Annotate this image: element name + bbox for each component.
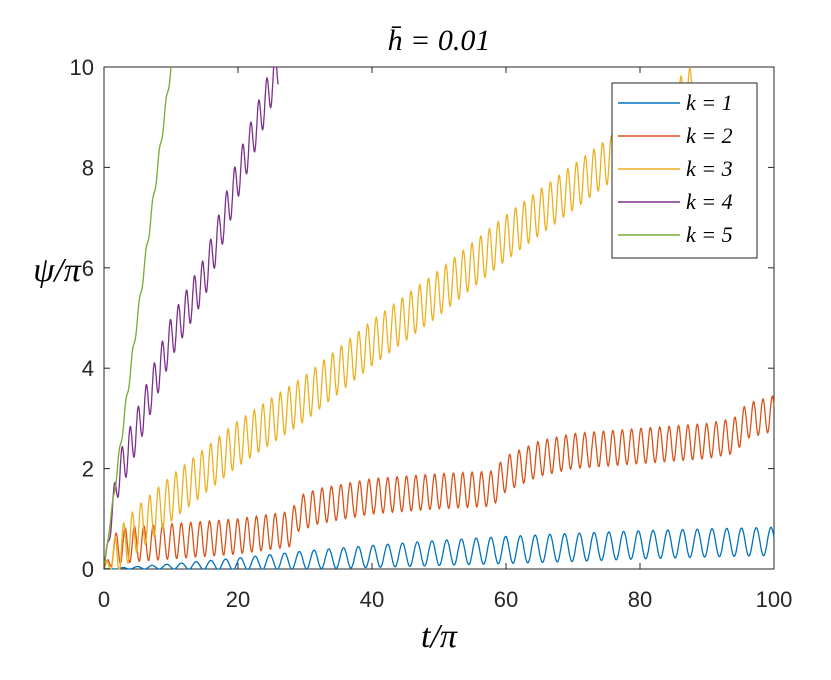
- x-tick-label: 20: [226, 587, 250, 612]
- x-tick-label: 0: [98, 587, 110, 612]
- series-line-k1: [104, 526, 775, 570]
- series-line-k4: [103, 66, 279, 570]
- x-tick-label: 80: [628, 587, 652, 612]
- x-axis-label: t/π: [421, 618, 458, 655]
- y-tick-label: 0: [82, 557, 94, 582]
- y-tick-label: 8: [82, 155, 94, 180]
- legend-label-k3: k = 3: [686, 156, 733, 181]
- legend-label-k5: k = 5: [686, 222, 733, 247]
- y-axis-label: ψ/π: [33, 252, 82, 289]
- y-tick-label: 6: [82, 256, 94, 281]
- chart-title: h̄ = 0.01: [388, 24, 491, 57]
- series-line-k5: [103, 67, 172, 569]
- legend-label-k2: k = 2: [686, 123, 733, 148]
- legend: k = 1 k = 2 k = 3 k = 4 k = 5: [611, 82, 758, 259]
- legend-items: k = 1 k = 2 k = 3 k = 4 k = 5: [618, 90, 733, 247]
- series-layer: [103, 66, 775, 570]
- legend-label-k1: k = 1: [686, 90, 733, 115]
- y-tick-label: 2: [82, 457, 94, 482]
- x-tick-label: 40: [360, 587, 384, 612]
- x-tick-label: 60: [494, 587, 518, 612]
- ticks-layer: 0 20 40 60 80 100 0 2 4 6 8 10: [70, 55, 793, 612]
- legend-label-k4: k = 4: [686, 189, 733, 214]
- series-line-k3: [103, 66, 695, 570]
- y-tick-label: 4: [82, 356, 94, 381]
- y-tick-label: 10: [70, 55, 94, 80]
- x-tick-label: 100: [756, 587, 793, 612]
- legend-box: [611, 82, 758, 259]
- series-line-k2: [103, 395, 775, 570]
